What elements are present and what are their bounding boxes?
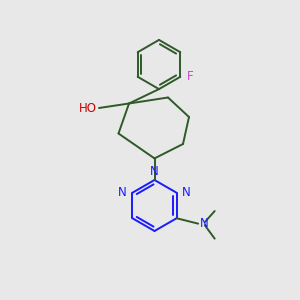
Text: N: N — [118, 186, 127, 199]
Text: N: N — [150, 165, 159, 178]
Text: F: F — [187, 70, 194, 83]
Text: HO: HO — [79, 101, 97, 115]
Text: N: N — [200, 217, 208, 230]
Text: N: N — [182, 186, 191, 199]
